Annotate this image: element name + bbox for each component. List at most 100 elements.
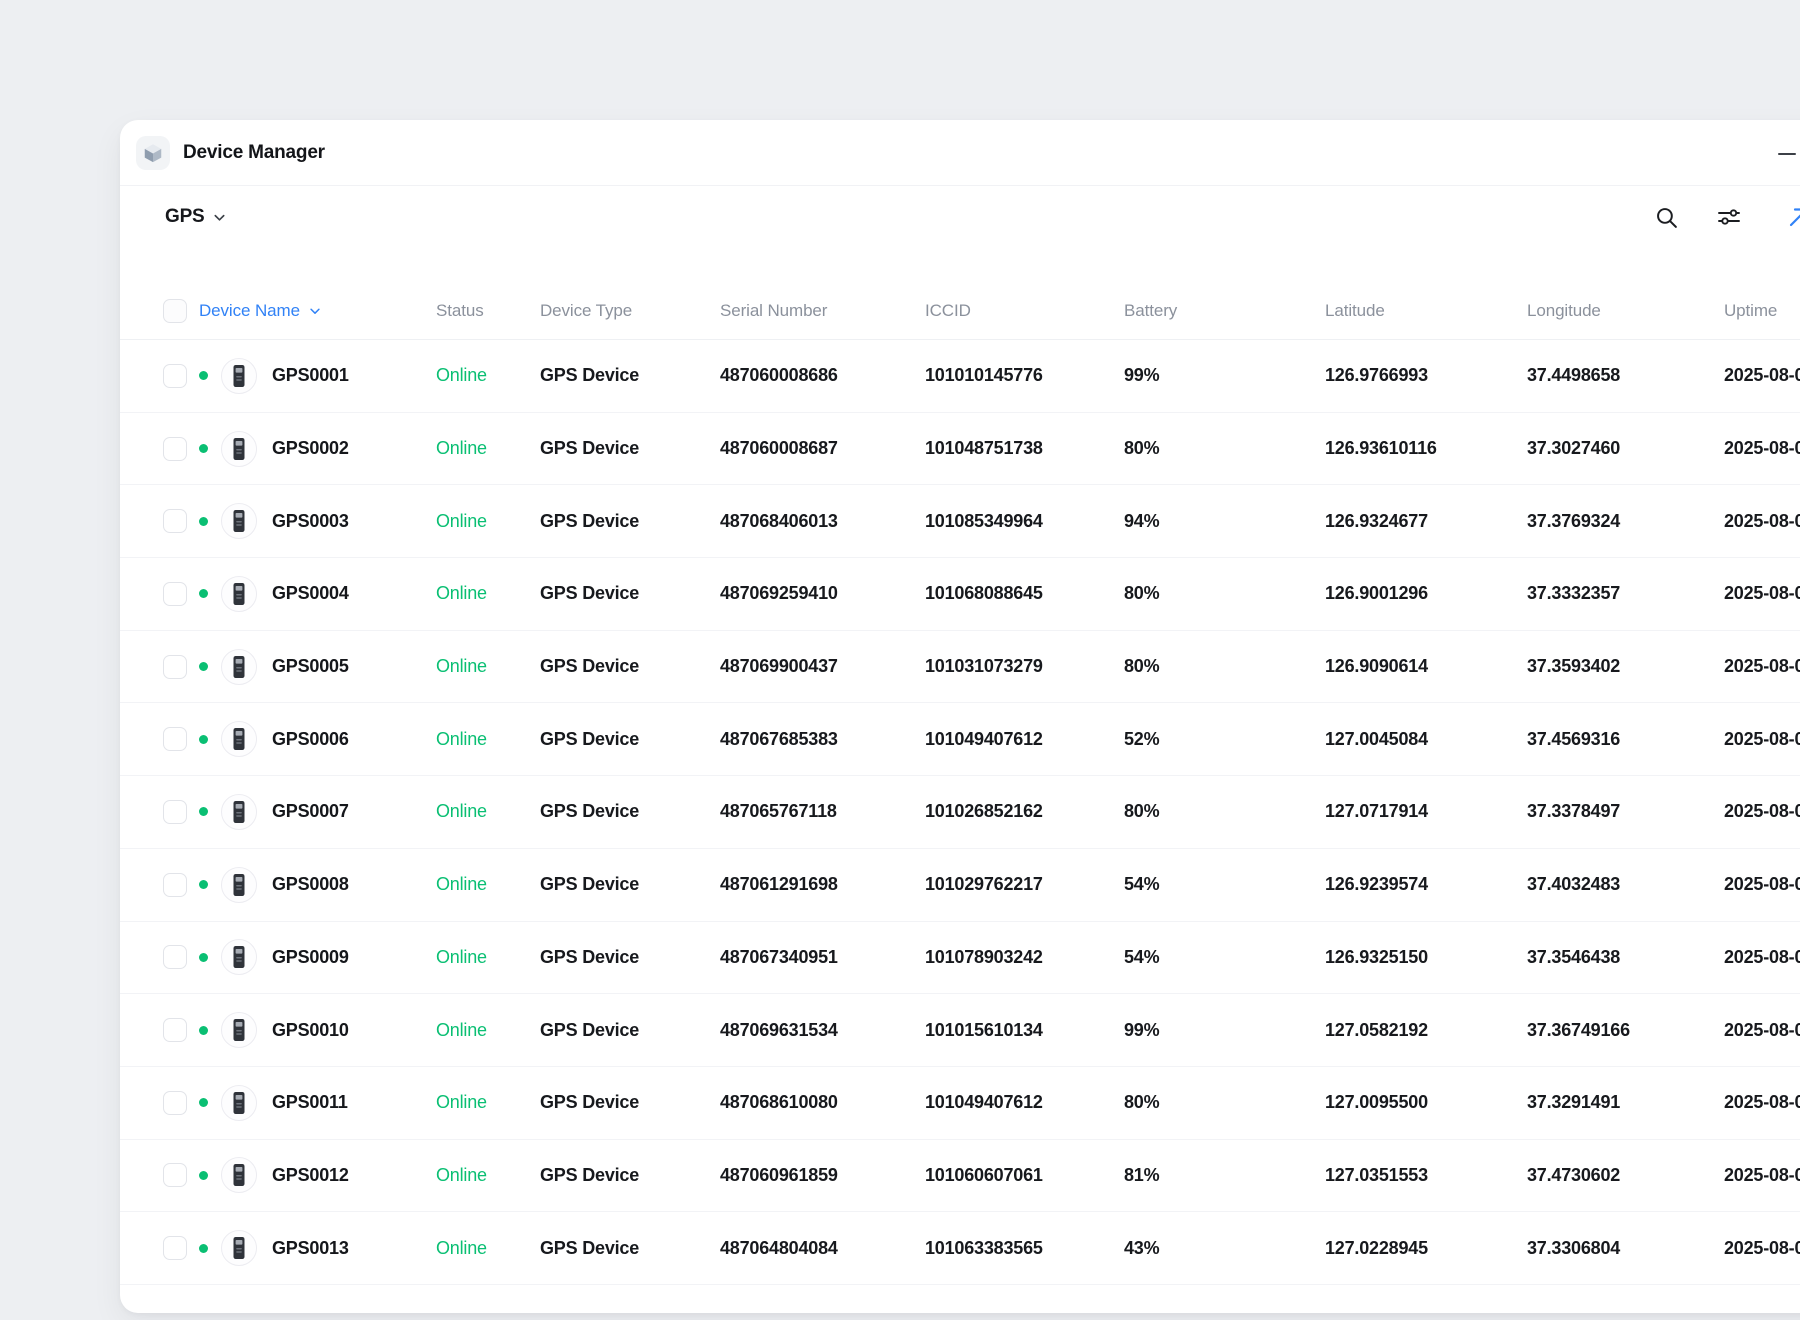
battery: 54% [1124, 946, 1160, 967]
device-type: GPS Device [540, 365, 640, 386]
serial-number: 487061291698 [720, 874, 838, 895]
row-checkbox[interactable] [163, 1163, 187, 1188]
latitude: 127.0045084 [1325, 728, 1428, 749]
latitude: 126.9001296 [1325, 583, 1428, 604]
row-checkbox[interactable] [163, 436, 187, 461]
uptime: 2025-08-0 [1724, 656, 1800, 677]
table-row[interactable]: GPS0008 Online GPS Device 487061291698 1… [120, 849, 1800, 922]
longitude: 37.3593402 [1527, 656, 1621, 677]
iccid: 101063383565 [925, 1237, 1043, 1258]
device-avatar [221, 1230, 257, 1267]
uptime: 2025-08-0 [1724, 728, 1800, 749]
device-status: Online [436, 583, 487, 604]
row-checkbox[interactable] [163, 799, 187, 824]
device-name: GPS0007 [272, 801, 349, 822]
latitude: 127.0351553 [1325, 1164, 1428, 1185]
online-status-dot-icon [199, 807, 208, 817]
device-name: GPS0013 [272, 1237, 349, 1258]
device-name: GPS0003 [272, 510, 349, 531]
device-type-dropdown-label: GPS [165, 206, 205, 227]
serial-number: 487065767118 [720, 801, 837, 822]
row-checkbox[interactable] [163, 654, 187, 679]
table-header-row: Device Name Status Device Type Serial Nu… [120, 282, 1800, 340]
online-status-dot-icon [199, 1098, 208, 1108]
row-checkbox[interactable] [163, 1090, 187, 1115]
longitude: 37.4032483 [1527, 874, 1621, 895]
select-all-checkbox[interactable] [163, 298, 187, 323]
table-body: GPS0001 Online GPS Device 487060008686 1… [120, 340, 1800, 1285]
row-checkbox[interactable] [163, 1236, 187, 1261]
row-checkbox[interactable] [163, 872, 187, 897]
search-icon [1656, 207, 1677, 228]
table-row[interactable]: GPS0002 Online GPS Device 487060008687 1… [120, 413, 1800, 486]
table-row[interactable]: GPS0010 Online GPS Device 487069631534 1… [120, 994, 1800, 1067]
row-checkbox[interactable] [163, 509, 187, 534]
row-checkbox[interactable] [163, 945, 187, 970]
online-status-dot-icon [199, 734, 208, 744]
table-row[interactable]: GPS0001 Online GPS Device 487060008686 1… [120, 340, 1800, 413]
uptime: 2025-08-0 [1724, 438, 1800, 459]
arrow-up-right-icon [1789, 208, 1800, 227]
latitude: 126.9239574 [1325, 874, 1428, 895]
row-checkbox[interactable] [163, 1018, 187, 1043]
device-avatar [221, 1157, 257, 1194]
gps-tracker-icon [233, 582, 245, 605]
latitude: 126.9324677 [1325, 510, 1428, 531]
iccid: 101060607061 [925, 1164, 1043, 1185]
gps-tracker-icon [233, 364, 245, 387]
device-name: GPS0009 [272, 946, 349, 967]
serial-number: 487069259410 [720, 583, 838, 604]
table-row[interactable]: GPS0012 Online GPS Device 487060961859 1… [120, 1140, 1800, 1213]
uptime: 2025-08-0 [1724, 510, 1800, 531]
battery: 99% [1124, 1019, 1160, 1040]
device-avatar [221, 793, 257, 830]
device-status: Online [436, 1019, 487, 1040]
online-status-dot-icon [199, 371, 208, 381]
uptime: 2025-08-0 [1724, 1092, 1800, 1113]
table-row[interactable]: GPS0007 Online GPS Device 487065767118 1… [120, 776, 1800, 849]
battery: 52% [1124, 728, 1160, 749]
column-device-type: Device Type [540, 300, 633, 320]
uptime: 2025-08-0 [1724, 801, 1800, 822]
latitude: 126.9325150 [1325, 946, 1428, 967]
table-row[interactable]: GPS0006 Online GPS Device 487067685383 1… [120, 703, 1800, 777]
app-cube-icon [136, 135, 170, 170]
table-row[interactable]: GPS0003 Online GPS Device 487068406013 1… [120, 485, 1800, 559]
device-type: GPS Device [540, 656, 640, 677]
row-checkbox[interactable] [163, 581, 187, 606]
table-row[interactable]: GPS0013 Online GPS Device 487064804084 1… [120, 1212, 1800, 1285]
filter-settings-button[interactable] [1716, 204, 1742, 230]
iccid: 101031073279 [925, 656, 1043, 677]
device-type-dropdown[interactable]: GPS [165, 206, 227, 228]
device-type: GPS Device [540, 874, 640, 895]
device-type: GPS Device [540, 801, 640, 822]
table-row[interactable]: GPS0005 Online GPS Device 487069900437 1… [120, 631, 1800, 704]
uptime: 2025-08-0 [1724, 874, 1800, 895]
serial-number: 487060008687 [720, 438, 838, 459]
column-device-name-sort[interactable]: Device Name [199, 301, 322, 321]
table-row[interactable]: GPS0004 Online GPS Device 487069259410 1… [120, 558, 1800, 631]
expand-arrow-button[interactable] [1786, 204, 1800, 230]
serial-number: 487069900437 [720, 656, 838, 677]
online-status-dot-icon [199, 516, 208, 526]
device-name: GPS0006 [272, 728, 349, 749]
iccid: 101078903242 [925, 946, 1043, 967]
device-type: GPS Device [540, 583, 640, 604]
column-status: Status [436, 300, 484, 320]
row-checkbox[interactable] [163, 363, 187, 388]
device-status: Online [436, 365, 487, 386]
search-button[interactable] [1653, 204, 1679, 230]
row-checkbox[interactable] [163, 727, 187, 752]
longitude: 37.3306804 [1527, 1237, 1621, 1258]
device-avatar [221, 357, 257, 394]
device-type: GPS Device [540, 728, 640, 749]
device-name: GPS0012 [272, 1164, 349, 1185]
device-type: GPS Device [540, 1164, 640, 1185]
device-name: GPS0010 [272, 1019, 349, 1040]
table-row[interactable]: GPS0009 Online GPS Device 487067340951 1… [120, 922, 1800, 995]
gps-tracker-icon [233, 873, 245, 896]
table-row[interactable]: GPS0011 Online GPS Device 487068610080 1… [120, 1067, 1800, 1140]
minimize-button[interactable] [1772, 144, 1800, 164]
online-status-dot-icon [199, 589, 208, 599]
device-avatar [221, 721, 257, 758]
